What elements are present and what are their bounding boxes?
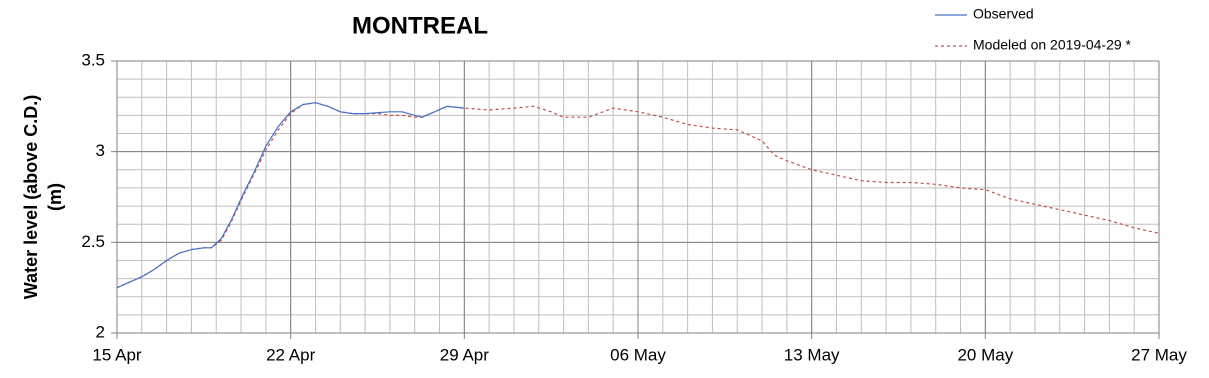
y-axis-label: Water level (above C.D.)	[21, 95, 41, 299]
x-tick-label: 20 May	[957, 345, 1013, 364]
y-axis-label: (m)	[45, 183, 65, 211]
legend-label: Modeled on 2019-04-29 *	[973, 37, 1132, 53]
y-tick-label: 2.5	[81, 232, 105, 251]
y-tick-label: 2	[96, 322, 105, 341]
series-line	[116, 102, 465, 289]
x-tick-label: 15 Apr	[92, 345, 141, 364]
legend-label: Observed	[973, 6, 1034, 22]
chart-title: MONTREAL	[352, 12, 488, 39]
x-tick-label: 29 Apr	[440, 345, 489, 364]
x-tick-label: 06 May	[610, 345, 666, 364]
x-tick-label: 27 May	[1131, 345, 1187, 364]
series-line	[116, 102, 1160, 289]
x-tick-label: 22 Apr	[266, 345, 315, 364]
x-tick-label: 13 May	[784, 345, 840, 364]
y-tick-label: 3	[96, 141, 105, 160]
y-tick-label: 3.5	[81, 50, 105, 69]
